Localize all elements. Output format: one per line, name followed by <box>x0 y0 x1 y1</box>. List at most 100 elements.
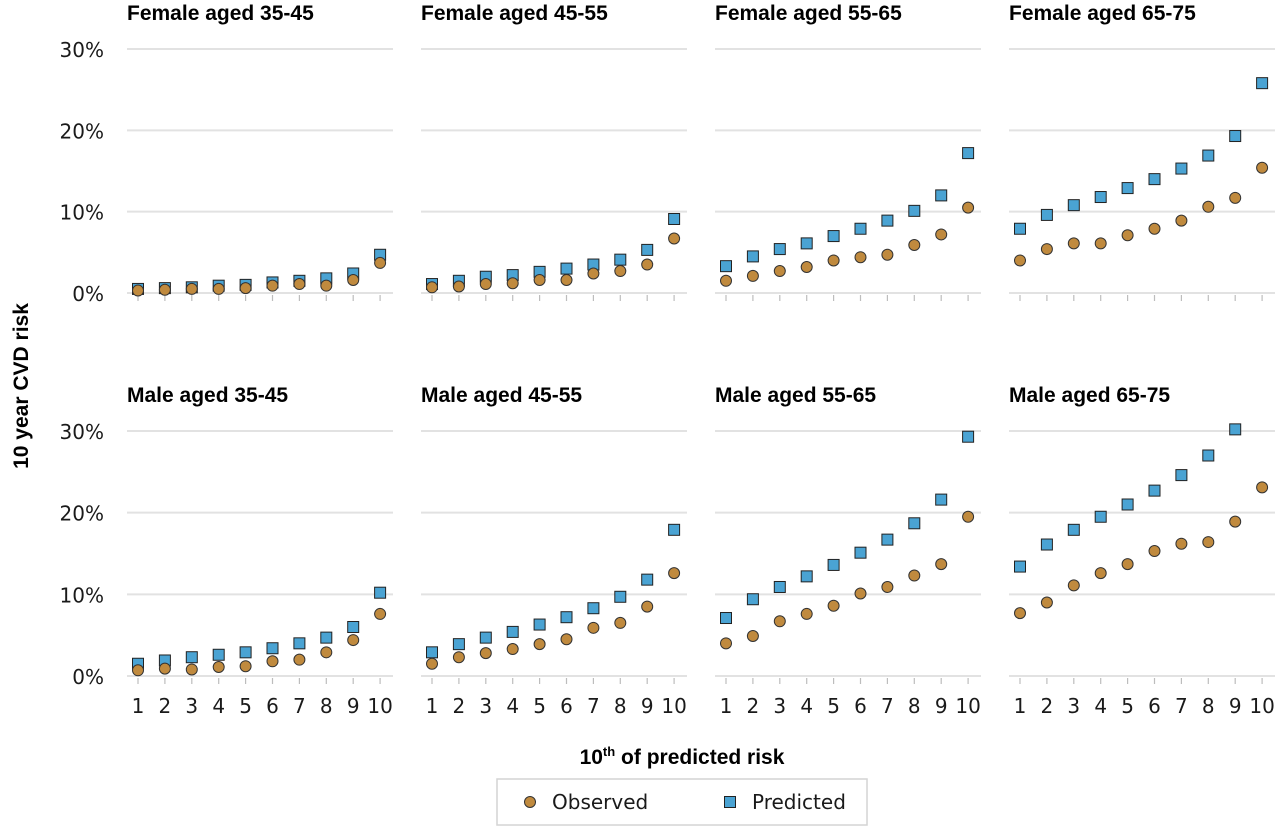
panel-title: Female aged 35-45 <box>127 2 314 25</box>
observed-point <box>479 647 492 660</box>
y-tick-label: 20% <box>60 502 104 526</box>
x-tick-label: 1 <box>132 694 145 718</box>
observed-point <box>1014 607 1026 620</box>
observed-point <box>614 265 627 278</box>
predicted-point <box>1256 77 1269 90</box>
predicted-point <box>1175 469 1188 482</box>
observed-point <box>452 651 465 664</box>
x-axis-title: 10th of predicted risk <box>580 744 785 769</box>
observed-point <box>293 278 306 291</box>
x-tick-label: 8 <box>1202 694 1215 718</box>
panel-title: Male aged 55-65 <box>715 384 876 407</box>
panel-title: Male aged 65-75 <box>1009 384 1170 407</box>
x-tick-label: 3 <box>479 694 492 718</box>
observed-point <box>212 282 225 295</box>
observed-point <box>347 273 360 286</box>
panel-5: Male aged 35-45 0% 10% 20% 30% 1 2 3 4 5 6 7 8 9 10 <box>60 384 393 718</box>
x-tick-label: 4 <box>800 694 813 718</box>
predicted-point <box>506 625 519 638</box>
observed-point <box>1256 481 1269 494</box>
y-tick-label: 10% <box>60 583 104 607</box>
x-tick-label: 3 <box>185 694 198 718</box>
observed-point <box>1229 515 1242 528</box>
x-tick-label: 3 <box>1067 694 1080 718</box>
predicted-point <box>773 580 786 593</box>
observed-point <box>827 599 840 612</box>
observed-point <box>158 662 171 675</box>
predicted-point <box>1202 449 1215 462</box>
predicted-point <box>720 260 732 273</box>
panel-4: Female aged 65-75 <box>1009 2 1275 301</box>
observed-point <box>1202 200 1215 213</box>
x-tick-label: 8 <box>614 694 627 718</box>
observed-point <box>881 580 894 593</box>
legend-predicted-marker <box>724 796 736 808</box>
observed-point <box>827 254 840 267</box>
x-axis-title-sup: th <box>603 744 615 759</box>
predicted-point <box>881 533 894 546</box>
x-tick-label: 7 <box>881 694 894 718</box>
observed-point <box>533 638 546 651</box>
predicted-point <box>1067 199 1080 212</box>
predicted-point <box>1175 162 1188 175</box>
x-tick-label: 5 <box>533 694 546 718</box>
predicted-point <box>908 204 921 217</box>
y-tick-label: 0% <box>72 282 104 306</box>
observed-point <box>452 280 465 293</box>
panel-6: Male aged 45-55 1 2 3 4 5 6 7 8 9 10 <box>421 384 687 718</box>
observed-point <box>1067 237 1080 250</box>
predicted-point <box>614 590 627 603</box>
observed-point <box>1094 237 1107 250</box>
observed-point <box>720 274 732 287</box>
predicted-point <box>854 222 867 235</box>
predicted-point <box>641 243 654 256</box>
x-tick-label: 5 <box>239 694 252 718</box>
observed-point <box>1175 214 1188 227</box>
x-tick-label: 4 <box>506 694 519 718</box>
legend-observed-label: Observed <box>552 790 648 814</box>
predicted-point <box>668 523 681 536</box>
observed-point <box>935 558 948 571</box>
x-tick-label: 3 <box>773 694 786 718</box>
y-tick-label: 20% <box>60 119 104 143</box>
predicted-point <box>1094 510 1107 523</box>
predicted-point <box>1202 149 1215 162</box>
legend-observed-marker <box>524 796 536 808</box>
x-tick-label: 10 <box>1249 694 1274 718</box>
observed-point <box>426 657 438 670</box>
x-tick-label: 2 <box>1041 694 1054 718</box>
predicted-point <box>962 147 975 160</box>
x-tick-label: 7 <box>1175 694 1188 718</box>
predicted-point <box>827 230 840 243</box>
predicted-point <box>1040 538 1053 551</box>
observed-point <box>720 637 732 650</box>
predicted-point <box>720 612 732 625</box>
panel-title: Female aged 45-55 <box>421 2 608 25</box>
observed-point <box>560 633 573 646</box>
observed-point <box>668 232 681 245</box>
observed-point <box>560 273 573 286</box>
panel-2: Female aged 45-55 <box>421 2 687 301</box>
predicted-point <box>800 237 813 250</box>
x-axis-title-rest: of predicted risk <box>615 746 785 769</box>
predicted-point <box>1121 498 1134 511</box>
panels: Female aged 35-45 0% 10% 20% 3 0% Female aged … <box>60 2 1275 718</box>
predicted-point <box>827 558 840 571</box>
predicted-point <box>746 250 759 263</box>
x-tick-label: 9 <box>347 694 360 718</box>
observed-point <box>773 615 786 628</box>
observed-point <box>587 267 600 280</box>
predicted-point <box>1229 423 1242 436</box>
y-tick-label: 0% <box>72 665 104 689</box>
observed-point <box>132 664 144 677</box>
legend: Observed Predicted <box>496 778 868 826</box>
legend-predicted-label: Predicted <box>752 790 846 814</box>
x-tick-label: 10 <box>661 694 686 718</box>
x-tick-label: 6 <box>854 694 867 718</box>
x-tick-label: 4 <box>212 694 225 718</box>
x-tick-label: 1 <box>720 694 733 718</box>
predicted-point <box>881 214 894 227</box>
observed-point <box>881 248 894 261</box>
x-tick-label: 8 <box>320 694 333 718</box>
x-tick-label: 8 <box>908 694 921 718</box>
